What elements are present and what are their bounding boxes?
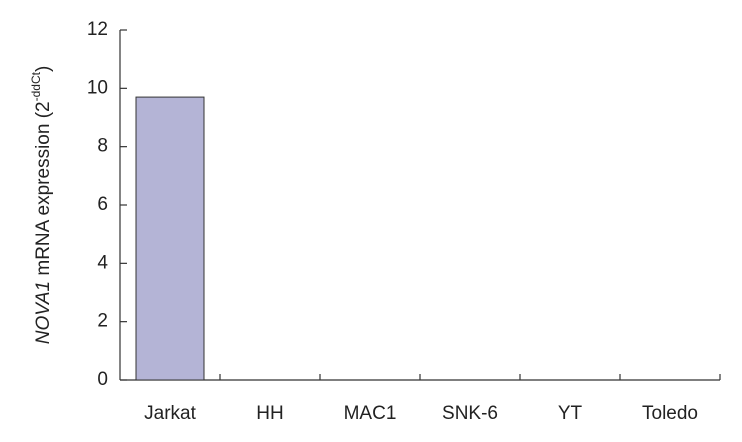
y-axis-label-close: ) <box>33 66 54 72</box>
y-tick-label: 2 <box>97 311 108 332</box>
x-tick-label: MAC1 <box>344 403 397 424</box>
y-tick-label: 0 <box>97 369 108 390</box>
x-tick-label: SNK-6 <box>442 403 498 424</box>
x-tick-label: Toledo <box>642 403 698 424</box>
y-axis-label: NOVA1 mRNA expression (2-ddCt) <box>29 66 54 345</box>
x-tick-label: YT <box>558 403 583 424</box>
y-tick-label: 12 <box>87 19 108 40</box>
x-tick-label: Jarkat <box>144 403 196 424</box>
y-axis-label-gene: NOVA1 <box>33 281 54 344</box>
bar <box>135 96 205 381</box>
y-tick-label: 10 <box>87 77 108 98</box>
y-axis-label-superscript: -ddCt <box>29 71 43 101</box>
y-tick-label: 8 <box>97 136 108 157</box>
y-tick-label: 4 <box>97 252 108 273</box>
x-tick-label: HH <box>256 403 283 424</box>
y-tick-label: 6 <box>97 194 108 215</box>
y-axis-label-text: mRNA expression (2 <box>33 101 54 281</box>
